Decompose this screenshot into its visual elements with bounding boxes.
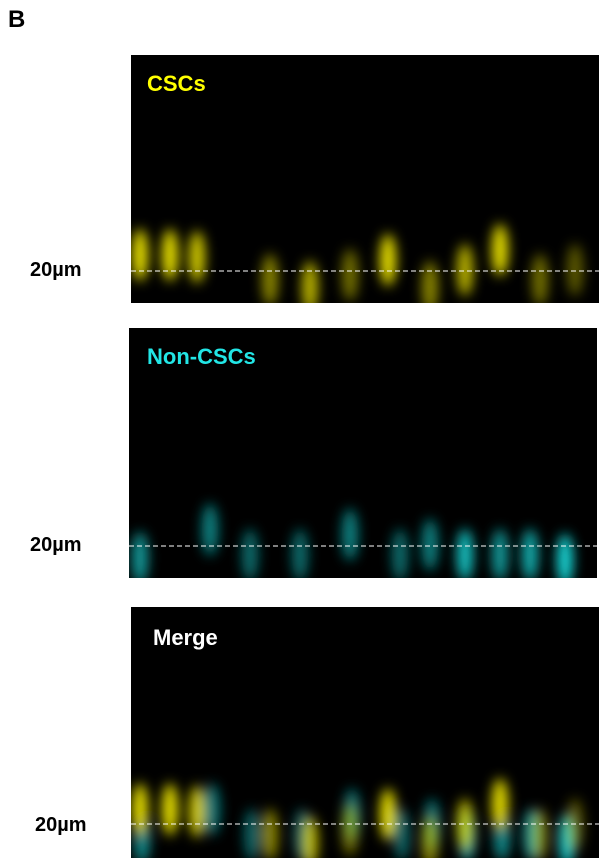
signal-blob bbox=[132, 532, 148, 578]
micrograph: Non-CSCs bbox=[129, 328, 597, 578]
signal-blob bbox=[189, 785, 205, 837]
signal-blob bbox=[532, 254, 548, 303]
image-label: Non-CSCs bbox=[147, 344, 256, 370]
signal-blob bbox=[292, 529, 308, 578]
signal-blob bbox=[242, 529, 258, 578]
signal-blob bbox=[567, 799, 583, 851]
signal-blob bbox=[422, 519, 438, 571]
scale-label: 20µm bbox=[30, 534, 82, 557]
signal-blob bbox=[162, 783, 178, 835]
signal-blob bbox=[492, 224, 508, 276]
signal-blob bbox=[457, 244, 473, 296]
panel-label: B bbox=[8, 6, 25, 34]
signal-blob bbox=[202, 504, 218, 556]
signal-blob bbox=[244, 809, 260, 858]
signal-blob bbox=[342, 804, 358, 856]
signal-blob bbox=[380, 788, 396, 840]
signal-blob bbox=[422, 261, 438, 303]
signal-blob bbox=[557, 534, 573, 578]
signal-blob bbox=[342, 249, 358, 301]
signal-blob bbox=[204, 783, 220, 835]
scale-label: 20µm bbox=[35, 814, 87, 837]
signal-blob bbox=[492, 778, 508, 830]
signal-blob bbox=[492, 529, 508, 578]
signal-blob bbox=[262, 809, 278, 858]
signal-blob bbox=[394, 809, 410, 858]
signal-blob bbox=[457, 799, 473, 851]
signal-blob bbox=[567, 244, 583, 296]
scale-label: 20µm bbox=[30, 259, 82, 282]
signal-blob bbox=[392, 529, 408, 578]
micrograph: Merge bbox=[131, 607, 599, 858]
signal-blob bbox=[132, 783, 148, 835]
signal-blob bbox=[342, 509, 358, 561]
signal-blob bbox=[380, 234, 396, 286]
signal-blob bbox=[262, 254, 278, 303]
signal-blob bbox=[132, 229, 148, 281]
image-label: CSCs bbox=[147, 71, 206, 97]
signal-blob bbox=[522, 529, 538, 578]
image-label: Merge bbox=[153, 625, 218, 651]
signal-blob bbox=[457, 529, 473, 578]
signal-blob bbox=[302, 261, 318, 303]
signal-blob bbox=[162, 229, 178, 281]
micrograph: CSCs bbox=[131, 55, 599, 303]
figure: B 20µm CSCs 20µm Non-CSCs 20µm Merge bbox=[0, 0, 606, 866]
signal-blob bbox=[189, 231, 205, 283]
